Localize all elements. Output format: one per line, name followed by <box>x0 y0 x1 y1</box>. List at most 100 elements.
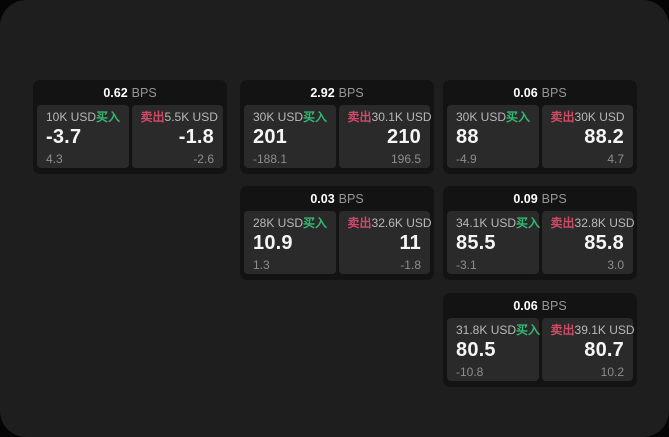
buy-top-row: 34.1K USD 买入 <box>456 216 540 230</box>
sell-top-row: 卖出 5.5K USD <box>140 110 218 124</box>
sell-top-row: 卖出 30.1K USD <box>347 110 432 124</box>
buy-panel[interactable]: 34.1K USD 买入 85.5 -3.1 <box>447 211 540 274</box>
buy-top-row: 10K USD 买入 <box>46 111 120 124</box>
bps-value: 0.06 <box>513 298 538 313</box>
buy-top-row: 30K USD 买入 <box>253 111 327 124</box>
card-header: 0.09 BPS <box>443 186 637 211</box>
buy-sub-value: 1.3 <box>253 258 270 272</box>
sell-notional: 39.1K USD <box>574 323 635 337</box>
sell-notional: 5.5K USD <box>164 110 218 124</box>
sell-panel[interactable]: 卖出 32.8K USD 85.8 3.0 <box>541 211 635 274</box>
quote-card: 0.06 BPS 30K USD 买入 88 -4.9 卖出 30K USD <box>443 80 637 174</box>
buy-notional: 34.1K USD <box>456 216 517 230</box>
buy-panel[interactable]: 31.8K USD 买入 80.5 -10.8 <box>447 318 540 381</box>
card-header: 0.03 BPS <box>240 186 434 211</box>
bps-unit: BPS <box>338 191 364 206</box>
sell-notional: 32.6K USD <box>371 216 432 230</box>
sell-sub-value: -2.6 <box>193 152 214 166</box>
buy-label: 买入 <box>303 216 328 230</box>
sell-sub-value: 4.7 <box>607 152 624 166</box>
card-header: 2.92 BPS <box>240 80 434 105</box>
buy-label: 买入 <box>516 323 541 337</box>
quote-card: 0.06 BPS 31.8K USD 买入 80.5 -10.8 卖出 39.1… <box>443 293 637 387</box>
bps-unit: BPS <box>131 85 157 100</box>
sell-sub-value: 3.0 <box>607 258 624 272</box>
sell-panel[interactable]: 卖出 30.1K USD 210 196.5 <box>338 105 432 168</box>
buy-top-row: 28K USD 买入 <box>253 217 327 230</box>
buy-sub-value: -3.1 <box>456 258 477 272</box>
sell-label: 卖出 <box>347 110 372 124</box>
sell-panel[interactable]: 卖出 30K USD 88.2 4.7 <box>541 105 633 168</box>
bps-value: 0.03 <box>310 191 335 206</box>
buy-sell-panels: 28K USD 买入 10.9 1.3 卖出 32.6K USD 11 -1.8 <box>240 211 434 274</box>
sell-label: 卖出 <box>550 110 575 124</box>
buy-sub-value: 4.3 <box>46 152 63 166</box>
quote-card: 0.62 BPS 10K USD 买入 -3.7 4.3 卖出 5.5K USD <box>33 80 227 174</box>
card-header: 0.06 BPS <box>443 293 637 318</box>
sell-top-row: 卖出 30K USD <box>551 111 625 124</box>
buy-label: 买入 <box>303 110 328 124</box>
sell-notional: 30.1K USD <box>371 110 432 124</box>
sell-price: 80.7 <box>584 339 624 361</box>
sell-label: 卖出 <box>550 323 575 337</box>
quote-card: 0.03 BPS 28K USD 买入 10.9 1.3 卖出 32.6K US… <box>240 186 434 280</box>
bps-value: 0.09 <box>513 191 538 206</box>
buy-notional: 31.8K USD <box>456 323 517 337</box>
bps-value: 0.06 <box>513 85 538 100</box>
sell-label: 卖出 <box>347 216 372 230</box>
sell-price: 11 <box>399 232 421 254</box>
sell-panel[interactable]: 卖出 32.6K USD 11 -1.8 <box>338 211 432 274</box>
card-header: 0.06 BPS <box>443 80 637 105</box>
buy-sell-panels: 31.8K USD 买入 80.5 -10.8 卖出 39.1K USD 80.… <box>443 318 637 381</box>
buy-notional: 10K USD <box>46 110 97 124</box>
bps-value: 2.92 <box>310 85 335 100</box>
sell-price: 85.8 <box>584 232 624 254</box>
card-header: 0.62 BPS <box>33 80 227 105</box>
buy-sub-value: -4.9 <box>456 152 477 166</box>
buy-price: 201 <box>253 126 287 148</box>
sell-panel[interactable]: 卖出 39.1K USD 80.7 10.2 <box>541 318 635 381</box>
sell-sub-value: 196.5 <box>390 152 421 166</box>
buy-sub-value: -188.1 <box>253 152 288 166</box>
buy-sell-panels: 30K USD 买入 88 -4.9 卖出 30K USD 88.2 4.7 <box>443 105 637 168</box>
buy-panel[interactable]: 30K USD 买入 201 -188.1 <box>244 105 336 168</box>
buy-price: 80.5 <box>456 339 496 361</box>
buy-sub-value: -10.8 <box>456 365 484 379</box>
buy-sell-panels: 34.1K USD 买入 85.5 -3.1 卖出 32.8K USD 85.8… <box>443 211 637 274</box>
buy-top-row: 31.8K USD 买入 <box>456 323 540 337</box>
sell-price: -1.8 <box>178 126 214 148</box>
buy-price: 10.9 <box>253 232 293 254</box>
buy-notional: 30K USD <box>253 110 304 124</box>
sell-label: 卖出 <box>140 110 165 124</box>
buy-sell-panels: 10K USD 买入 -3.7 4.3 卖出 5.5K USD -1.8 -2.… <box>33 105 227 168</box>
sell-top-row: 卖出 32.6K USD <box>347 216 432 230</box>
bps-unit: BPS <box>541 298 567 313</box>
bps-unit: BPS <box>541 191 567 206</box>
sell-price: 210 <box>387 126 421 148</box>
bps-unit: BPS <box>541 85 567 100</box>
buy-label: 买入 <box>96 110 121 124</box>
bps-unit: BPS <box>338 85 364 100</box>
sell-sub-value: 10.2 <box>600 365 624 379</box>
sell-notional: 32.8K USD <box>574 216 635 230</box>
buy-label: 买入 <box>516 216 541 230</box>
buy-panel[interactable]: 28K USD 买入 10.9 1.3 <box>244 211 336 274</box>
sell-top-row: 卖出 39.1K USD <box>550 323 635 337</box>
buy-price: 88 <box>456 126 479 148</box>
quote-card: 0.09 BPS 34.1K USD 买入 85.5 -3.1 卖出 32.8K… <box>443 186 637 280</box>
buy-top-row: 30K USD 买入 <box>456 111 530 124</box>
buy-panel[interactable]: 30K USD 买入 88 -4.9 <box>447 105 539 168</box>
buy-price: 85.5 <box>456 232 496 254</box>
sell-top-row: 卖出 32.8K USD <box>550 216 635 230</box>
buy-notional: 28K USD <box>253 216 304 230</box>
buy-notional: 30K USD <box>456 110 507 124</box>
bps-value: 0.62 <box>103 85 128 100</box>
buy-panel[interactable]: 10K USD 买入 -3.7 4.3 <box>37 105 129 168</box>
sell-label: 卖出 <box>550 216 575 230</box>
buy-sell-panels: 30K USD 买入 201 -188.1 卖出 30.1K USD 210 1… <box>240 105 434 168</box>
sell-notional: 30K USD <box>574 110 625 124</box>
buy-price: -3.7 <box>46 126 82 148</box>
sell-panel[interactable]: 卖出 5.5K USD -1.8 -2.6 <box>131 105 223 168</box>
